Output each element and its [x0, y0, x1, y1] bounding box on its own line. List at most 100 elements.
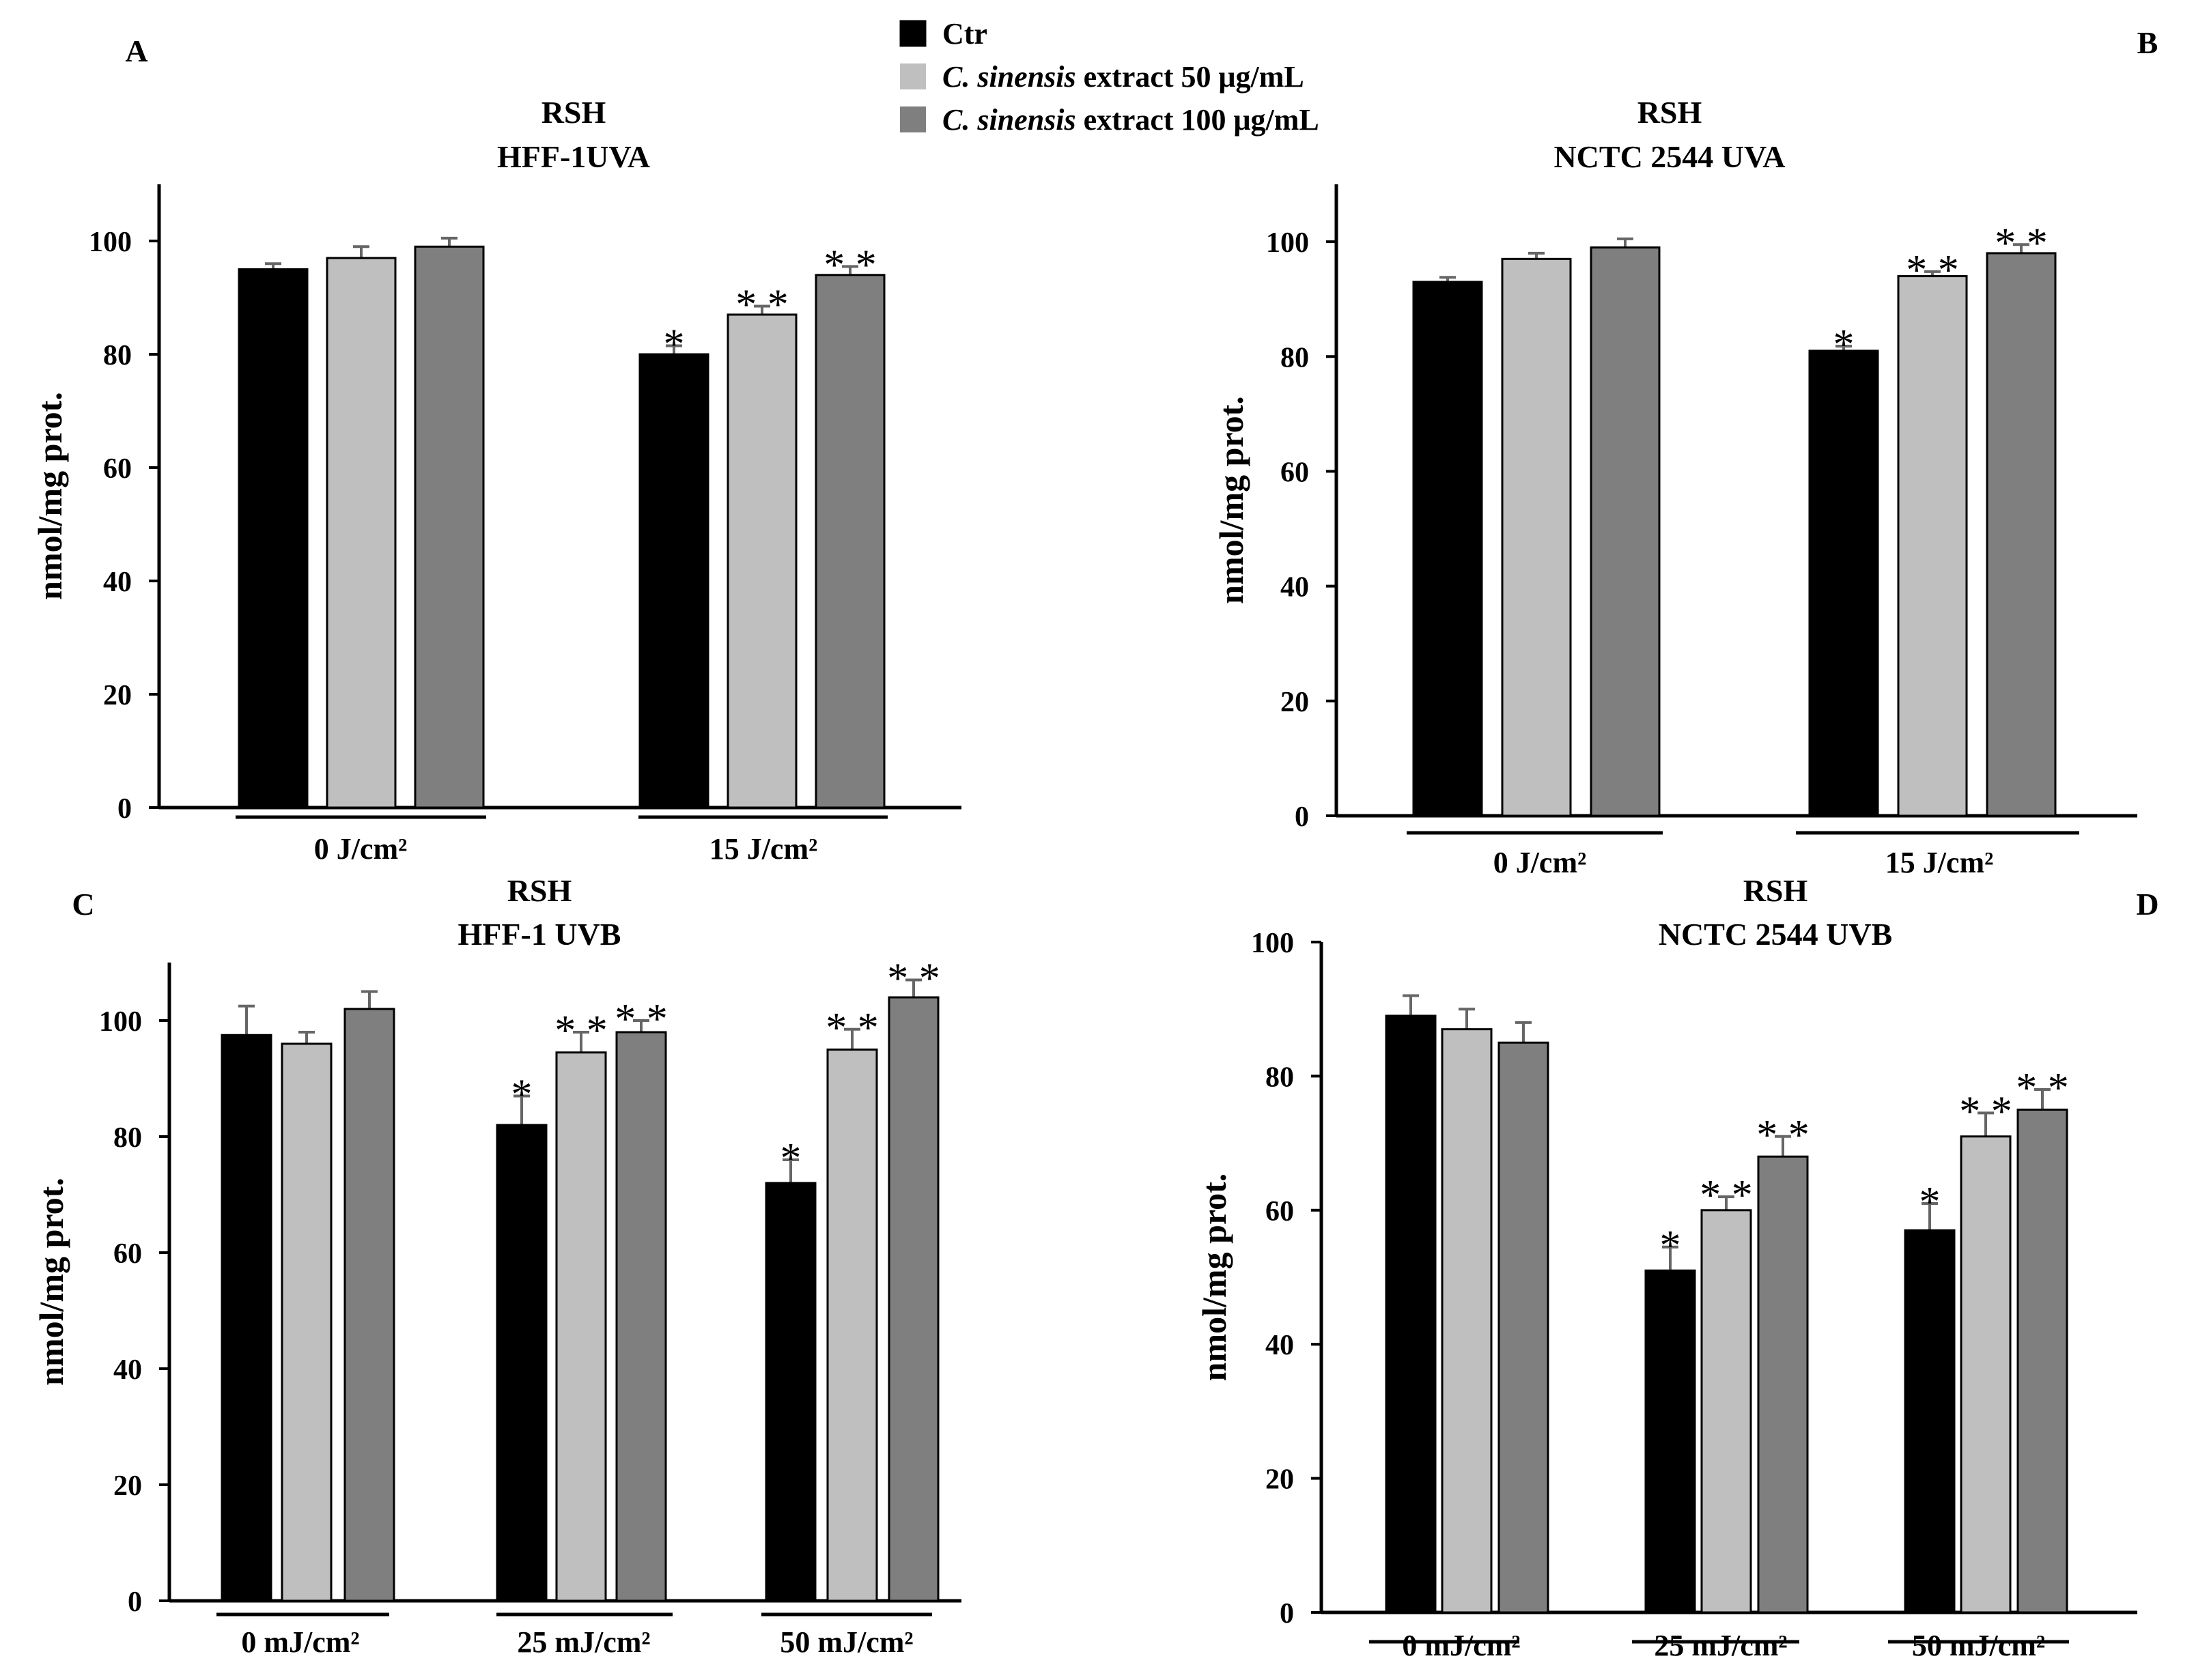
significance-mark: * *	[826, 1005, 879, 1051]
x-category-label: 0 J/cm²	[1493, 846, 1587, 879]
x-category-label: 25 mJ/cm²	[517, 1625, 650, 1659]
y-tick-label: 100	[89, 227, 132, 258]
panels: A RSH HFF-1UVA nmol/mg prot. 0 20 40 60 80 100 * * …	[31, 25, 2159, 1662]
chart-title: RSH	[541, 95, 606, 130]
y-axis-label: nmol/mg prot.	[1212, 396, 1250, 604]
significance-mark: *	[1660, 1223, 1681, 1269]
significance-mark: *	[1833, 322, 1855, 368]
significance-mark: *	[511, 1072, 533, 1118]
bar	[1700, 1209, 1752, 1614]
y-tick-label: 60	[1280, 457, 1309, 488]
x-category-label: 50 mJ/cm²	[780, 1625, 913, 1659]
panel-letter: B	[2137, 25, 2158, 60]
y-axis-label: nmol/mg prot.	[31, 392, 69, 600]
bar	[238, 268, 309, 809]
bar	[1590, 246, 1661, 817]
significance-mark: * *	[887, 956, 940, 1002]
y-tick-label: 80	[113, 1122, 142, 1154]
bar	[496, 1124, 548, 1602]
legend-swatch-1	[900, 63, 926, 89]
bar	[1757, 1155, 1809, 1614]
chart-subtitle: HFF-1UVA	[497, 139, 650, 174]
y-tick-label: 60	[113, 1238, 142, 1270]
legend-label-rest: extract 100 μg/mL	[1076, 103, 1319, 137]
bar	[888, 996, 940, 1602]
legend-label-1: C. sinensis extract 50 μg/mL	[942, 60, 1304, 94]
chart-subtitle: NCTC 2544 UVB	[1659, 917, 1892, 952]
legend-label-rest: extract 50 μg/mL	[1076, 60, 1304, 94]
significance-mark: *	[1919, 1179, 1941, 1225]
bar	[343, 1008, 395, 1602]
panel-letter: C	[72, 887, 94, 922]
chart-subtitle: HFF-1 UVB	[458, 917, 621, 952]
legend-swatch-2	[900, 106, 926, 132]
bar	[638, 353, 709, 809]
panel-letter: A	[125, 33, 147, 68]
significance-mark: * *	[735, 281, 789, 328]
x-category-label: 0 mJ/cm²	[241, 1625, 359, 1659]
y-tick-label: 80	[1280, 342, 1309, 373]
y-tick-label: 60	[1265, 1196, 1294, 1227]
y-tick-label: 20	[1265, 1464, 1294, 1496]
bar	[555, 1051, 607, 1602]
bar	[1897, 275, 1968, 817]
y-tick-label: 20	[1280, 687, 1309, 718]
chart-panel-A: A RSH HFF-1UVA nmol/mg prot. 0 20 40 60 80 100 * * …	[31, 33, 961, 866]
bar	[765, 1182, 817, 1602]
bar	[1441, 1028, 1493, 1614]
bar	[1960, 1135, 2012, 1614]
significance-mark: * *	[554, 1008, 608, 1054]
significance-mark: * *	[1756, 1112, 1810, 1158]
significance-mark: * *	[2016, 1065, 2069, 1111]
significance-mark: * *	[615, 996, 668, 1042]
significance-mark: *	[664, 322, 685, 368]
x-category-label: 0 J/cm²	[314, 832, 408, 866]
y-tick-label: 100	[1266, 227, 1309, 259]
x-category-label: 15 J/cm²	[709, 832, 818, 866]
legend-label-italic: C. sinensis	[942, 60, 1076, 94]
legend-swatch-0	[899, 20, 927, 47]
legend-label-italic: C. sinensis	[942, 103, 1076, 137]
x-category-label: 0 mJ/cm²	[1402, 1629, 1520, 1662]
y-tick-label: 80	[1265, 1062, 1294, 1093]
significance-mark: *	[780, 1135, 802, 1182]
bar	[1412, 281, 1483, 817]
chart-panel-D: D RSH NCTC 2544 UVB nmol/mg prot. 0 20 40 60 80 1…	[1195, 873, 2159, 1662]
significance-mark: * *	[1906, 247, 1959, 294]
y-tick-label: 100	[1251, 928, 1294, 959]
y-axis-label: nmol/mg prot.	[32, 1178, 70, 1386]
bar	[1497, 1041, 1549, 1614]
y-tick-label: 20	[113, 1470, 142, 1502]
significance-mark: * *	[1995, 220, 2048, 266]
bar	[281, 1042, 333, 1602]
y-tick-label: 0	[1295, 801, 1309, 833]
y-axis-label: nmol/mg prot.	[1195, 1173, 1233, 1382]
chart-panel-B: B RSH NCTC 2544 UVA nmol/mg prot. 0 20 40 60 80 1…	[1212, 25, 2158, 879]
bar	[727, 313, 798, 809]
significance-mark: * *	[1959, 1088, 2012, 1135]
legend-label-0: Ctr	[942, 17, 987, 51]
bar	[1501, 257, 1572, 817]
y-tick-label: 0	[117, 793, 132, 825]
y-tick-label: 40	[103, 567, 132, 598]
bar	[815, 274, 886, 809]
x-category-label: 25 mJ/cm²	[1654, 1629, 1787, 1662]
y-tick-label: 0	[128, 1586, 142, 1618]
chart-title: RSH	[507, 873, 572, 908]
y-tick-label: 20	[103, 680, 132, 711]
y-tick-label: 80	[103, 340, 132, 371]
bar	[1986, 252, 2057, 817]
bar	[221, 1034, 272, 1602]
legend-label-2: C. sinensis extract 100 μg/mL	[942, 103, 1319, 137]
x-category-label: 15 J/cm²	[1885, 846, 1994, 879]
significance-mark: * *	[1700, 1172, 1753, 1219]
chart-subtitle: NCTC 2544 UVA	[1553, 139, 1785, 174]
bar	[414, 245, 485, 809]
x-category-label: 50 mJ/cm²	[1912, 1629, 2045, 1662]
bar	[1385, 1014, 1437, 1614]
y-tick-label: 40	[1280, 572, 1309, 603]
bar	[826, 1049, 878, 1602]
bar	[1904, 1229, 1956, 1614]
y-tick-label: 40	[1265, 1330, 1294, 1361]
